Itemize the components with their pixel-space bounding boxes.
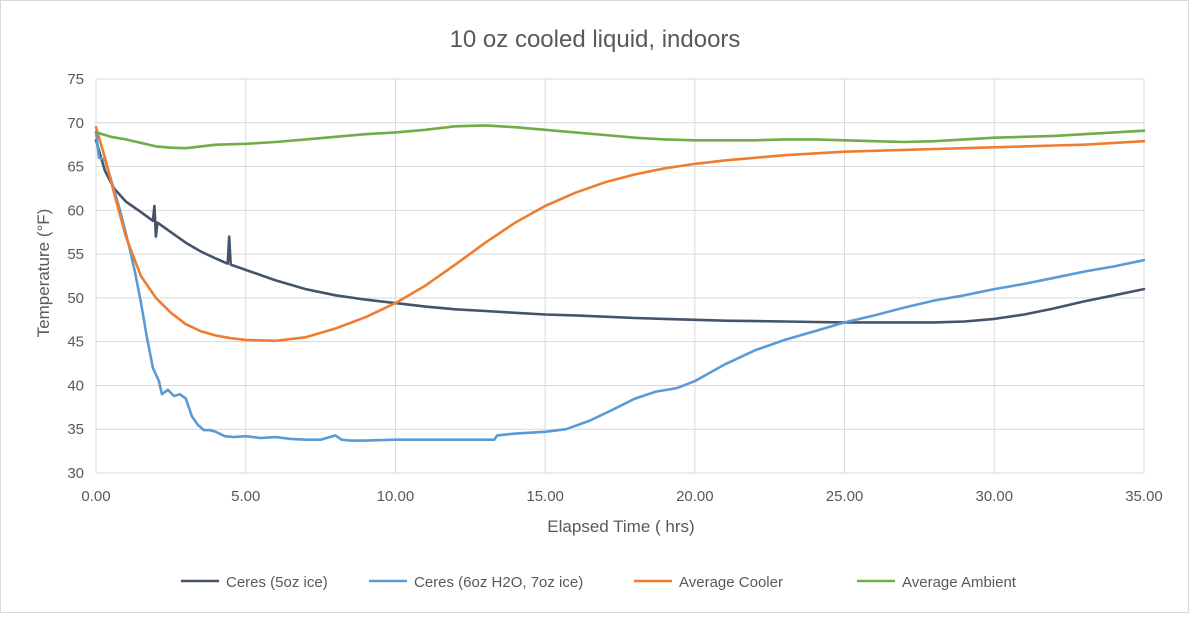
series-line-1 xyxy=(94,130,1146,442)
y-tick-label: 30 xyxy=(67,465,84,482)
x-tick-label: 5.00 xyxy=(231,488,260,505)
y-tick-label: 65 xyxy=(67,159,84,176)
y-axis-tick-labels: 30 35 40 45 50 55 60 65 70 75 xyxy=(67,71,84,482)
y-tick-label: 75 xyxy=(67,71,84,88)
legend-label: Average Cooler xyxy=(679,574,783,591)
legend-label: Ceres (5oz ice) xyxy=(226,574,328,591)
legend: Ceres (5oz ice) Ceres (6oz H2O, 7oz ice) A… xyxy=(181,574,1017,591)
x-tick-label: 35.00 xyxy=(1125,488,1163,505)
series-line-2 xyxy=(94,125,1146,343)
y-axis-label: Temperature (°F) xyxy=(34,209,53,338)
y-tick-label: 55 xyxy=(67,246,84,263)
x-tick-label: 15.00 xyxy=(526,488,564,505)
series-line-0 xyxy=(94,139,1146,324)
legend-item: Average Ambient xyxy=(857,574,1017,591)
legend-label: Ceres (6oz H2O, 7oz ice) xyxy=(414,574,583,591)
x-tick-label: 20.00 xyxy=(676,488,714,505)
y-tick-label: 50 xyxy=(67,290,84,307)
series-lines xyxy=(94,124,1146,442)
x-tick-label: 0.00 xyxy=(81,488,110,505)
legend-item: Ceres (5oz ice) xyxy=(181,574,328,591)
y-tick-label: 35 xyxy=(67,421,84,438)
y-tick-label: 40 xyxy=(67,377,84,394)
x-tick-label: 25.00 xyxy=(826,488,864,505)
legend-item: Average Cooler xyxy=(634,574,783,591)
x-tick-label: 30.00 xyxy=(976,488,1014,505)
legend-item: Ceres (6oz H2O, 7oz ice) xyxy=(369,574,583,591)
legend-label: Average Ambient xyxy=(902,574,1017,591)
x-tick-label: 10.00 xyxy=(377,488,415,505)
y-tick-label: 45 xyxy=(67,334,84,351)
chart-title: 10 oz cooled liquid, indoors xyxy=(450,26,741,53)
y-tick-label: 60 xyxy=(67,202,84,219)
x-axis-label: Elapsed Time ( hrs) xyxy=(547,517,694,536)
y-tick-label: 70 xyxy=(67,115,84,132)
x-axis-tick-labels: 0.00 5.00 10.00 15.00 20.00 25.00 30.00 35.00 xyxy=(81,488,1162,505)
series-line-3 xyxy=(94,124,1146,150)
